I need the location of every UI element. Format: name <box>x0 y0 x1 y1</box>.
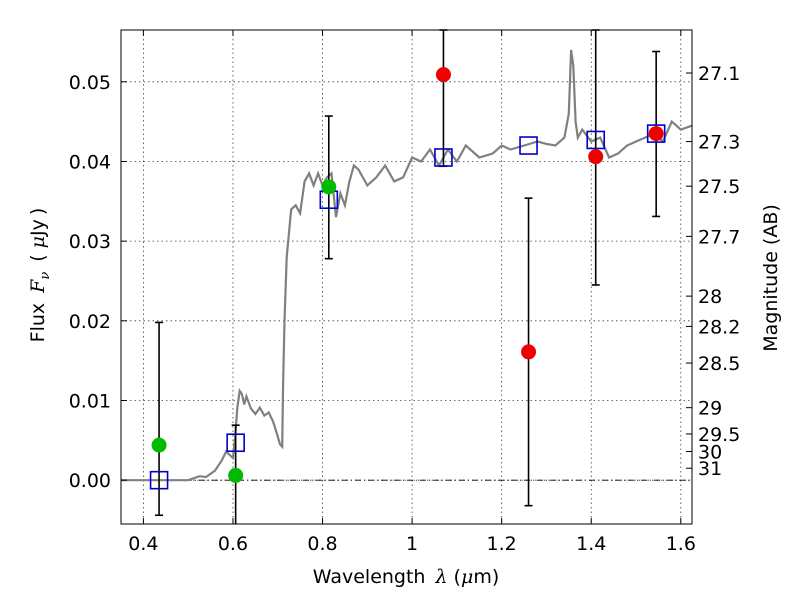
circle-marker <box>151 437 167 453</box>
x-axis-unit-mu: μ <box>461 566 473 588</box>
square-marker <box>586 130 606 150</box>
y-tick-label: 0.01 <box>69 391 111 413</box>
circle-marker <box>435 67 451 83</box>
y2-axis-label: Magnitude (AB) <box>760 204 782 352</box>
y2-tick-label: 28 <box>698 286 722 308</box>
y-tick-label: 0.00 <box>69 470 111 492</box>
axis-ticks <box>121 30 692 524</box>
y2-tick-label: 28.5 <box>698 353 740 375</box>
y2-tick-label: 27.5 <box>698 176 740 198</box>
x-tick-label: 1.4 <box>576 533 606 555</box>
x-axis-unit-open: ( <box>454 566 461 588</box>
square-marker <box>149 470 169 490</box>
x-axis-unit-rest: m) <box>473 566 499 588</box>
x-tick-label: 0.4 <box>128 533 158 555</box>
tick-labels: 0.4 0.6 0.8 1 1.2 1.4 1.6 0.00 0.01 0.02 0.03 0.04 0… <box>69 63 741 555</box>
y2-tick-label: 30 <box>698 441 722 463</box>
y-tick-label: 0.05 <box>69 72 111 94</box>
y2-tick-label: 31 <box>698 458 722 480</box>
x-tick-label: 0.6 <box>218 533 248 555</box>
square-marker <box>646 124 666 143</box>
y-axis-unit-close: ) <box>27 208 49 215</box>
circle-marker <box>588 149 604 165</box>
y-tick-label: 0.02 <box>69 311 111 333</box>
y2-tick-label: 27.7 <box>698 226 740 248</box>
x-tick-label: 0.8 <box>307 533 337 555</box>
y-axis-subscript: ν <box>38 272 53 280</box>
data-markers <box>149 67 666 490</box>
x-tick-label: 1.6 <box>666 533 696 555</box>
circle-marker <box>521 344 537 360</box>
y-axis-label-prefix: Flux <box>27 303 49 343</box>
x-tick-label: 1.2 <box>487 533 517 555</box>
circle-marker <box>228 467 244 483</box>
circle-marker <box>321 179 337 195</box>
square-marker <box>519 136 538 155</box>
y2-tick-label: 29.5 <box>698 424 740 446</box>
x-axis-symbol: λ <box>434 566 447 588</box>
y-axis-unit-mu: μ <box>27 236 49 248</box>
circle-marker <box>648 126 664 142</box>
square-marker <box>434 148 453 167</box>
square-marker <box>226 433 245 453</box>
y2-tick-label: 28.2 <box>698 316 740 338</box>
y-tick-label: 0.03 <box>69 231 111 253</box>
y2-tick-label: 27.1 <box>698 63 740 85</box>
model-sed-line <box>121 49 693 482</box>
x-axis-label-prefix: Wavelength <box>313 566 426 588</box>
y2-tick-label: 29 <box>698 398 722 420</box>
y-tick-label: 0.04 <box>69 151 111 173</box>
x-tick-label: 1 <box>406 533 418 555</box>
y-axis-symbol: F <box>27 279 49 294</box>
x-axis-label: Wavelength λ (μm) <box>313 566 499 588</box>
y-axis-unit-rest: Jy <box>27 219 49 237</box>
y-axis-label: Flux Fν ( μJy) <box>27 208 53 343</box>
plot-frame <box>120 29 693 525</box>
y-axis-unit-open: ( <box>27 254 49 261</box>
y2-tick-label: 27.3 <box>698 132 740 154</box>
